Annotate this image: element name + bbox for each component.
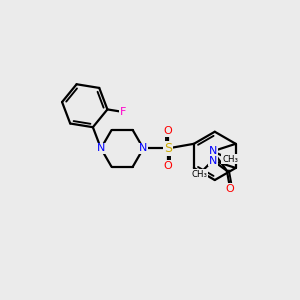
Text: N: N	[97, 143, 105, 153]
Text: N: N	[208, 146, 217, 156]
Text: CH₃: CH₃	[191, 169, 207, 178]
Text: O: O	[164, 126, 172, 136]
Text: S: S	[164, 142, 172, 155]
Text: N: N	[139, 143, 148, 153]
Text: N: N	[208, 155, 217, 166]
Text: O: O	[164, 161, 172, 171]
Text: CH₃: CH₃	[222, 155, 238, 164]
Text: O: O	[226, 184, 235, 194]
Text: F: F	[120, 107, 127, 117]
